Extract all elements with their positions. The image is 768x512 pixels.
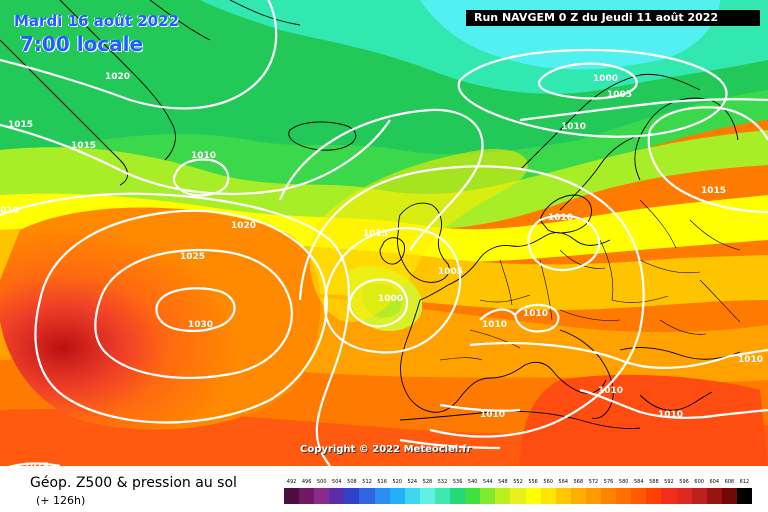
isobar-label: 1010 <box>0 206 19 216</box>
legend-tick-label: 588 <box>649 479 659 485</box>
z500-color-legend: 492 496 500 504 508 512 516 520 524 528 532 536 540 5… <box>284 479 753 509</box>
legend-swatch <box>601 488 617 504</box>
legend-tick-label: 504 <box>332 479 342 485</box>
legend-swatch <box>434 488 451 504</box>
legend-swatch <box>555 488 572 504</box>
legend-tick-label: 532 <box>437 479 448 485</box>
isobar-label: 1005 <box>438 267 463 277</box>
legend-swatch <box>314 488 330 504</box>
legend-swatch <box>585 488 602 504</box>
legend-tick-label: 612 <box>739 479 750 485</box>
legend-tick-label: 508 <box>347 479 357 485</box>
legend-tick-label: 524 <box>407 479 418 485</box>
legend-swatch <box>706 488 723 504</box>
forecast-local-time: 7:00 locale <box>20 32 144 56</box>
isobar-label: 1010 <box>191 151 216 161</box>
isobar-label: 1010 <box>548 213 573 223</box>
high-pressure-label: 1030 <box>188 320 213 330</box>
legend-swatch <box>525 488 542 504</box>
legend-swatch <box>661 488 677 504</box>
legend-swatch <box>676 488 693 504</box>
isobar-label: 1015 <box>71 141 96 151</box>
legend-tick-label: 596 <box>679 479 689 485</box>
forecast-lead-time: (+ 126h) <box>36 494 86 507</box>
legend-tick-label: 592 <box>664 479 674 485</box>
legend-tick-label: 564 <box>558 479 569 485</box>
isobar-labels: 1020 1015 1015 1010 1010 1000 1005 1010 … <box>0 72 763 466</box>
legend-tick-label: 604 <box>709 479 720 485</box>
low-pressure-label: 1000 <box>378 294 403 304</box>
isobar-label: 1020 <box>231 221 256 231</box>
legend-tick-label: 548 <box>498 479 508 485</box>
legend-tick-label: 536 <box>452 479 463 485</box>
legend-tick-label: 492 <box>286 479 297 485</box>
legend-swatch <box>299 488 315 504</box>
z500-high-mediterranean <box>520 374 768 466</box>
legend-swatch <box>389 488 406 504</box>
isobar-label: 1010 <box>738 355 763 365</box>
legend-swatch <box>480 488 496 504</box>
legend-tick-label: 584 <box>633 479 644 485</box>
legend-tick-label: 540 <box>467 479 478 485</box>
legend-swatch <box>691 488 708 504</box>
legend-tick-label: 560 <box>543 479 553 485</box>
legend-tick-label: 600 <box>694 479 704 485</box>
legend-tick-label: 572 <box>588 479 599 485</box>
isobar-label: 1010 <box>482 320 507 330</box>
legend-swatch <box>510 488 527 504</box>
isobar-label: 1015 <box>363 229 388 239</box>
isobar-label: 1015 <box>8 120 33 130</box>
legend-swatch <box>374 488 391 504</box>
legend-swatch <box>359 488 376 504</box>
isobars <box>0 0 768 466</box>
legend-swatch <box>284 488 300 504</box>
isobar-label: 1005 <box>607 90 632 100</box>
isobar-label: 1010 <box>523 309 548 319</box>
legend-tick-label: 608 <box>724 479 735 485</box>
forecast-date: Mardi 16 août 2022 <box>14 12 179 30</box>
legend-swatch <box>329 488 345 504</box>
isobar-label: 1010 <box>598 386 623 396</box>
legend-tick-label: 552 <box>513 479 523 485</box>
isobar-label: 1025 <box>180 252 205 262</box>
legend-swatch <box>646 488 662 504</box>
legend-tick-label: 580 <box>618 479 629 485</box>
legend-swatch <box>736 488 753 504</box>
legend-swatch <box>721 488 738 504</box>
isobar-label: 1010 <box>658 410 683 420</box>
legend-tick-label: 500 <box>316 479 327 485</box>
legend-swatch <box>404 488 421 504</box>
legend-tick-label: 528 <box>422 479 433 485</box>
isobar-label: 1015 <box>701 186 726 196</box>
isobar-label: 1015 <box>24 462 49 466</box>
legend-tick-label: 520 <box>392 479 402 485</box>
legend-swatch <box>344 488 360 504</box>
isobar-label: 1000 <box>593 74 618 84</box>
legend-swatch <box>570 488 587 504</box>
copyright-notice: Copyright © 2022 Meteociel.fr <box>300 444 472 455</box>
map-footer: Géop. Z500 & pression au sol (+ 126h) 49… <box>0 466 768 512</box>
legend-swatch <box>465 488 481 504</box>
legend-swatch <box>419 488 436 504</box>
legend-tick-label: 512 <box>362 479 372 485</box>
legend-swatch <box>631 488 647 504</box>
legend-tick-label: 496 <box>301 479 312 485</box>
legend-swatch <box>495 488 511 504</box>
legend-tick-label: 544 <box>483 479 493 485</box>
legend-swatch <box>450 488 466 504</box>
isobar-label: 1010 <box>561 122 586 132</box>
legend-swatch <box>540 488 557 504</box>
legend-tick-label: 556 <box>528 479 538 485</box>
weather-map: 1020 1015 1015 1010 1010 1000 1005 1010 … <box>0 0 768 466</box>
model-run-banner: Run NAVGEM 0 Z du Jeudi 11 août 2022 <box>466 10 760 26</box>
legend-swatch <box>616 488 632 504</box>
legend-tick-label: 576 <box>603 479 614 485</box>
isobar-label: 1010 <box>480 410 505 420</box>
legend-tick-label: 516 <box>377 479 387 485</box>
legend-tick-label: 568 <box>573 479 584 485</box>
isobar-label: 1020 <box>105 72 130 82</box>
map-caption: Géop. Z500 & pression au sol <box>30 475 237 491</box>
